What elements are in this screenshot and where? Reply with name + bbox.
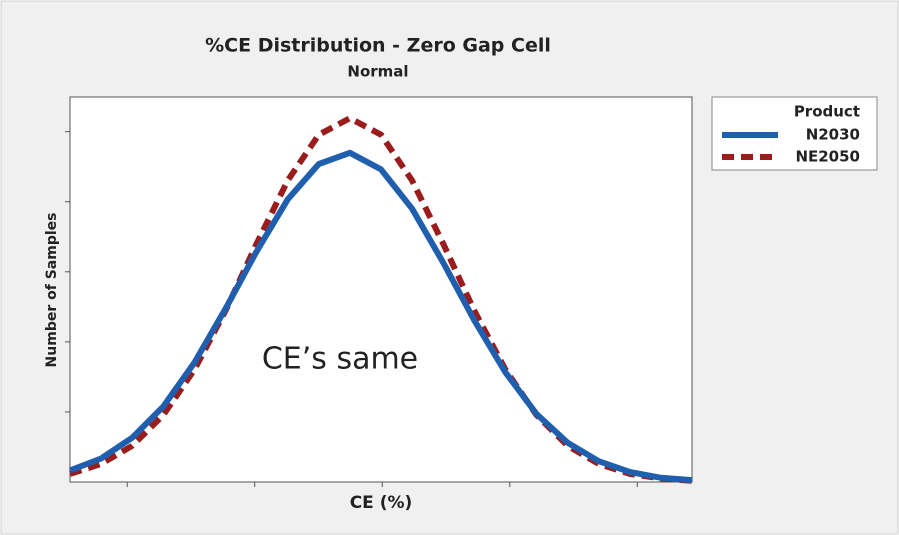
chart-subtitle: Normal <box>347 63 408 81</box>
legend-label: N2030 <box>806 126 860 144</box>
y-axis-label: Number of Samples <box>44 213 60 368</box>
annotation: CE’s same <box>262 342 418 377</box>
plot-area <box>69 96 693 483</box>
series-line <box>68 149 693 484</box>
legend-title: Product <box>794 103 860 121</box>
legend-label: NE2050 <box>795 148 860 166</box>
x-axis-label: CE (%) <box>350 493 413 513</box>
chart-title: %CE Distribution - Zero Gap Cell <box>205 35 551 57</box>
